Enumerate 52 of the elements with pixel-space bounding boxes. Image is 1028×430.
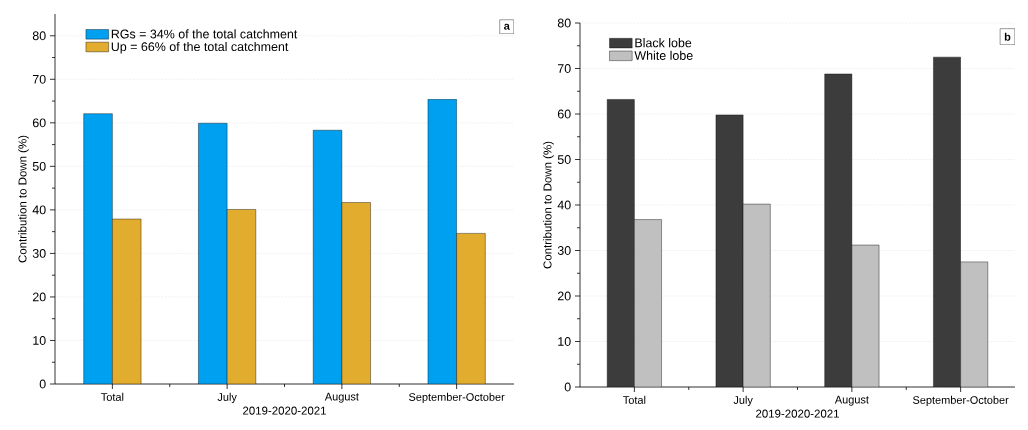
- x-tick-label: August: [324, 392, 359, 403]
- bar: [960, 261, 989, 387]
- bar: [851, 244, 880, 387]
- y-tick-label: 20: [557, 291, 571, 301]
- y-tick-label: 70: [32, 74, 46, 84]
- y-tick-label: 40: [32, 205, 46, 215]
- annotation: a: [504, 23, 510, 30]
- y-tick-label: 60: [32, 118, 46, 128]
- legend-label: Black lobe: [635, 38, 692, 48]
- bar: [742, 203, 771, 387]
- y-tick-label: 40: [557, 200, 571, 210]
- bar: [634, 219, 662, 387]
- x-axis-title: 2019-2020-2021: [756, 409, 839, 418]
- y-tick-label: 50: [557, 155, 571, 164]
- y-tick-label: 60: [557, 109, 571, 119]
- bar: [198, 123, 228, 384]
- bar: [427, 99, 457, 384]
- y-tick-label: 30: [32, 249, 46, 258]
- x-axis-title: 2019-2020-2021: [243, 406, 326, 415]
- y-tick-label: 70: [557, 64, 571, 73]
- x-tick-label: September-October: [409, 392, 505, 404]
- y-tick-label: 10: [558, 337, 571, 346]
- y-tick-label: 80: [32, 31, 46, 41]
- y-axis-title: Contribution to Down (%): [18, 135, 29, 263]
- y-axis-title: Contribution to Down (%): [543, 141, 554, 269]
- y-tick-label: 20: [32, 292, 46, 302]
- bar: [83, 113, 113, 384]
- bar: [933, 56, 961, 387]
- x-tick-label: September-October: [913, 395, 1009, 407]
- legend-label: RGs = 34% of the total catchment: [111, 29, 298, 39]
- x-tick-label: July: [733, 395, 753, 407]
- bar: [226, 209, 257, 384]
- bar: [312, 130, 343, 384]
- y-tick-label: 0: [564, 382, 571, 392]
- y-tick-label: 0: [39, 379, 46, 389]
- y-tick-label: 30: [557, 246, 571, 255]
- x-tick-label: August: [834, 395, 869, 406]
- legend-label: Up = 66% of the total catchment: [111, 41, 289, 54]
- y-tick-label: 50: [32, 161, 46, 171]
- bar: [607, 99, 635, 387]
- x-tick-label: Total: [101, 392, 124, 401]
- bar: [715, 114, 744, 387]
- bar: [456, 233, 486, 384]
- bar: [112, 218, 142, 384]
- x-tick-label: Total: [623, 395, 646, 404]
- bar: [824, 73, 853, 387]
- bar: [341, 202, 371, 384]
- legend-label: White lobe: [634, 50, 693, 60]
- annotation: b: [1004, 32, 1011, 41]
- y-tick-label: 80: [557, 18, 571, 28]
- y-tick-label: 10: [33, 336, 46, 345]
- x-tick-label: July: [217, 392, 237, 404]
